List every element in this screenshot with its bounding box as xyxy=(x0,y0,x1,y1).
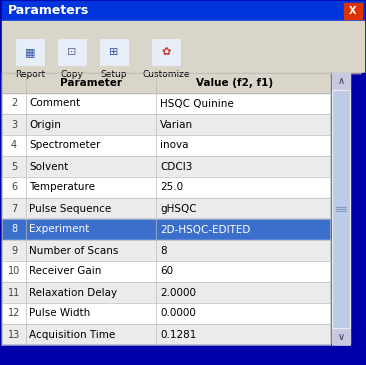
Text: 12: 12 xyxy=(8,308,20,319)
Bar xyxy=(2,21,364,73)
Text: 13: 13 xyxy=(8,330,20,339)
Bar xyxy=(2,93,330,114)
Text: 25.0: 25.0 xyxy=(160,182,183,192)
Bar xyxy=(16,39,44,65)
Text: 9: 9 xyxy=(11,246,17,255)
Text: CDCl3: CDCl3 xyxy=(160,161,193,172)
Text: ✿: ✿ xyxy=(161,47,171,57)
Text: 8: 8 xyxy=(160,246,167,255)
Text: Comment: Comment xyxy=(29,99,80,108)
Text: 2: 2 xyxy=(11,99,17,108)
Text: HSQC Quinine: HSQC Quinine xyxy=(160,99,234,108)
Text: inova: inova xyxy=(160,141,188,150)
Text: 3: 3 xyxy=(11,119,17,130)
Bar xyxy=(332,73,350,89)
Bar xyxy=(58,39,86,65)
Text: Solvent: Solvent xyxy=(29,161,68,172)
Text: 4: 4 xyxy=(11,141,17,150)
Bar xyxy=(362,73,366,345)
Bar xyxy=(2,114,330,135)
Text: Parameters: Parameters xyxy=(8,4,89,18)
Bar xyxy=(344,3,362,19)
Text: Customize: Customize xyxy=(142,70,190,79)
Bar xyxy=(100,39,128,65)
Bar xyxy=(2,1,364,21)
Text: Parameter: Parameter xyxy=(60,78,122,88)
Bar xyxy=(2,135,330,156)
Text: ∨: ∨ xyxy=(337,332,344,342)
Bar xyxy=(333,91,349,327)
Text: Value (f2, f1): Value (f2, f1) xyxy=(197,78,273,88)
Text: ⊞: ⊞ xyxy=(109,47,119,57)
Bar xyxy=(2,73,330,93)
Text: 60: 60 xyxy=(160,266,173,277)
Text: 8: 8 xyxy=(11,224,17,234)
Text: Receiver Gain: Receiver Gain xyxy=(29,266,101,277)
Text: Origin: Origin xyxy=(29,119,61,130)
Text: 7: 7 xyxy=(11,204,17,214)
Bar xyxy=(2,282,330,303)
Text: Acquisition Time: Acquisition Time xyxy=(29,330,115,339)
Text: ▦: ▦ xyxy=(25,47,35,57)
Bar xyxy=(2,177,330,198)
Text: 11: 11 xyxy=(8,288,20,297)
Text: ∧: ∧ xyxy=(337,76,344,86)
Text: Relaxation Delay: Relaxation Delay xyxy=(29,288,117,297)
Bar xyxy=(152,39,180,65)
Bar xyxy=(2,345,364,363)
Text: Number of Scans: Number of Scans xyxy=(29,246,118,255)
Bar xyxy=(2,240,330,261)
Text: 2.0000: 2.0000 xyxy=(160,288,196,297)
Text: 10: 10 xyxy=(8,266,20,277)
Text: Varian: Varian xyxy=(160,119,193,130)
Text: Pulse Width: Pulse Width xyxy=(29,308,90,319)
Bar xyxy=(332,329,350,345)
Bar xyxy=(2,198,330,219)
Text: X: X xyxy=(349,6,357,16)
Text: Copy: Copy xyxy=(60,70,83,79)
Bar xyxy=(2,303,330,324)
Text: Temperature: Temperature xyxy=(29,182,95,192)
Text: 0.0000: 0.0000 xyxy=(160,308,196,319)
Text: Experiment: Experiment xyxy=(29,224,89,234)
Text: Setup: Setup xyxy=(101,70,127,79)
Text: 2D-HSQC-EDITED: 2D-HSQC-EDITED xyxy=(160,224,250,234)
Text: 5: 5 xyxy=(11,161,17,172)
Bar xyxy=(2,324,330,345)
Text: Report: Report xyxy=(15,70,45,79)
Bar xyxy=(332,73,350,345)
Text: 0.1281: 0.1281 xyxy=(160,330,197,339)
Text: Spectrometer: Spectrometer xyxy=(29,141,100,150)
Text: ⊡: ⊡ xyxy=(67,47,77,57)
Text: gHSQC: gHSQC xyxy=(160,204,197,214)
Text: 6: 6 xyxy=(11,182,17,192)
Text: Pulse Sequence: Pulse Sequence xyxy=(29,204,111,214)
Bar xyxy=(2,156,330,177)
Bar xyxy=(2,219,330,240)
Bar xyxy=(2,73,330,345)
Bar xyxy=(2,261,330,282)
